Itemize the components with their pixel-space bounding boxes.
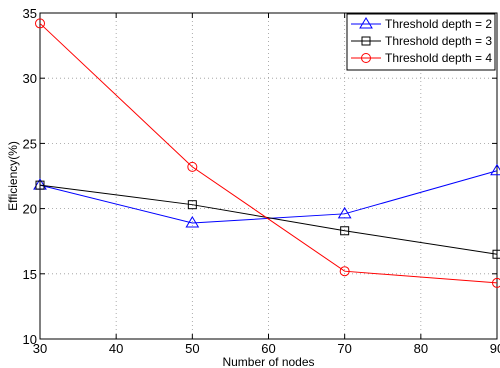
grid-lines xyxy=(40,13,497,339)
x-axis-label: Number of nodes xyxy=(222,355,314,368)
legend-item: Threshold depth = 3 xyxy=(351,34,492,48)
x-tick-label: 30 xyxy=(33,341,47,356)
y-tick-label: 15 xyxy=(23,267,37,282)
data-point xyxy=(187,161,198,172)
axis-ticks xyxy=(39,12,498,340)
data-point xyxy=(187,200,197,210)
x-tick-label: 40 xyxy=(109,341,123,356)
series-2 xyxy=(35,180,500,259)
series-3 xyxy=(35,18,500,288)
data-point xyxy=(490,163,500,176)
x-tick-label: 90 xyxy=(490,341,500,356)
data-point xyxy=(339,266,350,277)
y-axis-tick-labels: 10 15 20 25 30 35 xyxy=(23,6,37,347)
legend-label: Threshold depth = 2 xyxy=(385,17,492,31)
data-point xyxy=(185,215,200,228)
legend-item: Threshold depth = 4 xyxy=(351,51,492,65)
legend-box xyxy=(346,13,496,71)
data-point xyxy=(340,226,350,236)
x-tick-label: 80 xyxy=(414,341,428,356)
y-axis-label: Efficiency(%) xyxy=(6,141,20,211)
y-tick-label: 30 xyxy=(23,71,37,86)
x-axis-tick-labels: 30 40 50 60 70 80 90 xyxy=(33,341,500,356)
y-tick-label: 10 xyxy=(23,332,37,347)
series-line xyxy=(39,184,498,255)
series-line xyxy=(39,23,498,284)
x-tick-label: 50 xyxy=(185,341,199,356)
series-line xyxy=(39,170,498,224)
y-tick-label: 20 xyxy=(23,202,37,217)
legend-marker xyxy=(359,17,373,29)
series-layer xyxy=(33,18,500,288)
legend-label: Threshold depth = 4 xyxy=(385,51,492,65)
x-tick-label: 70 xyxy=(337,341,351,356)
legend-item: Threshold depth = 2 xyxy=(351,17,492,31)
legend: Threshold depth = 2 Threshold depth = 3 Th… xyxy=(346,13,496,71)
legend-marker xyxy=(361,53,371,63)
data-point xyxy=(35,180,45,190)
x-tick-label: 60 xyxy=(261,341,275,356)
legend-marker xyxy=(361,36,371,46)
data-point xyxy=(35,18,45,29)
data-point xyxy=(492,249,500,259)
y-tick-label: 35 xyxy=(23,6,37,21)
y-tick-label: 25 xyxy=(23,136,37,151)
data-point xyxy=(337,206,352,219)
legend-label: Threshold depth = 3 xyxy=(385,34,492,48)
data-point xyxy=(492,277,500,288)
